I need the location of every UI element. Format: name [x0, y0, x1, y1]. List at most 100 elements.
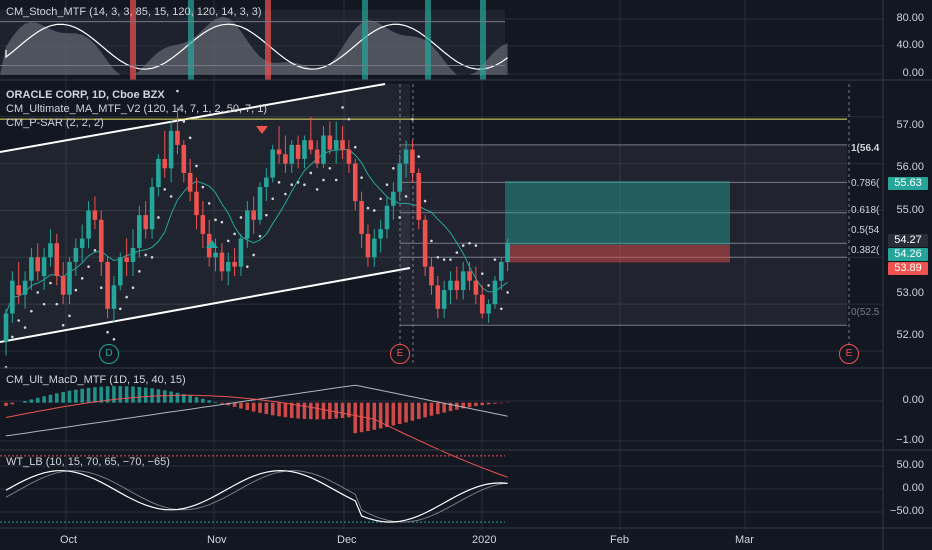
price-tick: 56.00 [896, 161, 924, 173]
macd-histogram-bar [264, 402, 269, 415]
psar-dot [233, 232, 236, 236]
candle [276, 126, 282, 164]
macd-histogram-bar [429, 402, 434, 416]
psar-dot [61, 323, 65, 327]
macd-histogram-bar [461, 402, 465, 409]
psar-dot [474, 244, 478, 247]
candle [118, 252, 123, 291]
candle-body [473, 280, 479, 295]
candle-body [238, 238, 244, 267]
psar-dot [207, 202, 211, 205]
psar-dot [341, 106, 344, 109]
candle-body [467, 271, 472, 281]
macd-histogram-bar [48, 394, 53, 403]
time-tick: Nov [207, 534, 227, 546]
macd-histogram-bar [175, 392, 180, 403]
candle [54, 233, 60, 286]
candle [346, 140, 352, 173]
wt-tick: −50.00 [890, 505, 924, 517]
candle-body [162, 158, 168, 169]
psar-dot [430, 239, 433, 243]
candle-body [29, 257, 34, 281]
candle-body [16, 285, 21, 295]
psar-dot [455, 251, 459, 254]
candle [251, 196, 256, 234]
macd-histogram-bar [207, 400, 211, 403]
candle [16, 261, 21, 305]
macd-histogram-bar [366, 402, 370, 432]
stoch-signal-bar [480, 0, 486, 80]
macd-histogram-bar [340, 402, 345, 419]
candle-body [10, 280, 15, 314]
candle-body [283, 154, 288, 164]
candle-body [73, 247, 79, 262]
macd-histogram-bar [55, 393, 59, 403]
macd-histogram-bar [143, 387, 148, 403]
wt-tick: 50.00 [896, 459, 924, 471]
psar-indicator-title[interactable]: CM_P-SAR (2, 2, 2) [6, 117, 104, 129]
macd-histogram-bar [277, 402, 281, 417]
candle [238, 233, 244, 277]
macd-histogram-bar [334, 402, 338, 419]
candle-body [175, 130, 180, 145]
time-tick: Dec [337, 534, 357, 546]
stoch-signal-bar [130, 0, 136, 80]
stoch-title[interactable]: CM_Stoch_MTF (14, 3, 3, 85, 15, 120, 120… [6, 6, 262, 18]
psar-dot [366, 206, 370, 210]
candle [479, 285, 485, 319]
macd-histogram-bar [99, 386, 104, 403]
candle-body [295, 144, 301, 159]
psar-dot [265, 213, 268, 217]
stoch-signal-bar [265, 0, 271, 80]
candle [86, 201, 91, 248]
candle [111, 276, 117, 323]
macd-histogram-bar [251, 402, 256, 412]
candle-body [79, 238, 85, 248]
psar-dot [379, 197, 382, 201]
candle [175, 107, 180, 155]
earnings-event-marker[interactable]: E [839, 344, 859, 364]
macd-histogram-bar [61, 391, 65, 403]
macd-panel [4, 384, 510, 478]
candle [3, 308, 9, 356]
symbol-title[interactable]: ORACLE CORP, 1D, Cboe BZX [6, 89, 165, 101]
candle [372, 229, 377, 267]
candle-body [397, 163, 402, 192]
macd-histogram-bar [74, 389, 78, 403]
candle-body [492, 280, 498, 305]
earnings-event-marker[interactable]: E [390, 344, 410, 364]
psar-dot [461, 244, 465, 247]
candle-body [22, 280, 28, 295]
wt-title[interactable]: WT_LB (10, 15, 70, 65, −70, −65) [6, 456, 170, 468]
candle [48, 229, 53, 267]
macd-histogram-bar [499, 402, 504, 404]
macd-histogram-bar [245, 402, 250, 411]
stoch-area [0, 16, 508, 75]
psar-dot [30, 309, 33, 313]
price-tick: 53.00 [896, 287, 924, 299]
candle-body [118, 257, 123, 286]
buy-signal-arrow [206, 240, 218, 248]
candle-body [130, 247, 136, 262]
macd-histogram-bar [378, 402, 383, 429]
wt-tick: 0.00 [902, 482, 924, 494]
candle-body [314, 149, 320, 164]
macd-tick: −1.00 [896, 434, 924, 446]
macd-histogram-bar [188, 395, 192, 403]
candle [352, 158, 358, 211]
candle [492, 276, 498, 309]
ma-indicator-title[interactable]: CM_Ultimate_MA_MTF_V2 (120, 14, 7, 1, 2,… [6, 103, 268, 115]
fib-label: 1(56.4 [851, 143, 880, 154]
candle-body [359, 201, 364, 234]
macd-histogram-bar [118, 386, 123, 403]
psar-dot [11, 335, 14, 339]
candle [327, 121, 333, 155]
macd-title[interactable]: CM_Ult_MacD_MTF (1D, 15, 40, 15) [6, 374, 186, 386]
psar-dot [182, 120, 186, 123]
dividend-event-marker[interactable]: D [99, 344, 119, 364]
macd-histogram-bar [353, 402, 358, 434]
trend-channel-fill [0, 84, 410, 342]
candle [35, 243, 41, 281]
